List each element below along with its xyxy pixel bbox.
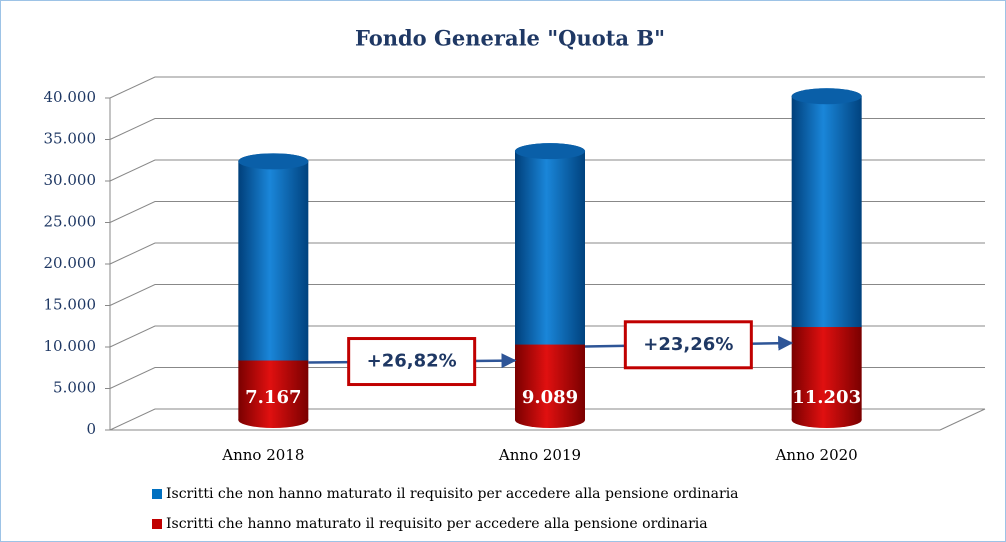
x-tick-label: Anno 2019	[498, 446, 581, 464]
data-label: 9.089	[522, 387, 578, 408]
cylinder-top	[515, 143, 585, 160]
grid-line	[109, 242, 985, 265]
grid-line	[109, 408, 985, 431]
annotation: +23,26%	[643, 334, 733, 355]
data-label: 11.203	[792, 387, 861, 408]
bar	[238, 161, 309, 361]
legend-label: Iscritti che hanno maturato il requisito…	[166, 516, 708, 532]
bar	[515, 344, 585, 420]
x-tick-label: Anno 2020	[775, 446, 858, 464]
grid-line	[109, 201, 985, 223]
y-tick-label: 0	[86, 420, 96, 438]
annotation-box	[623, 320, 753, 370]
grid-line	[109, 284, 985, 306]
data-label: 7.167	[245, 387, 301, 408]
chart-title: Fondo Generale "Quota B"	[355, 26, 665, 51]
y-tick-label: 10.000	[44, 337, 97, 355]
floor-edge	[939, 408, 986, 431]
x-tick-label: Anno 2018	[221, 446, 304, 464]
grid-line	[109, 159, 985, 182]
annotation-box	[347, 337, 477, 387]
y-tick-label: 30.000	[44, 171, 97, 189]
y-tick-label: 20.000	[44, 254, 97, 272]
y-tick-label: 15.000	[44, 296, 97, 314]
legend-swatch	[152, 519, 162, 529]
legend-label: Iscritti che non hanno maturato il requi…	[166, 486, 739, 502]
bar	[238, 360, 309, 420]
bar	[791, 327, 862, 420]
bar	[515, 151, 585, 345]
legend-swatch	[152, 489, 162, 499]
grid-line	[109, 118, 985, 140]
y-tick-label: 40.000	[44, 88, 97, 106]
grid-line	[109, 76, 985, 99]
bar	[791, 96, 862, 328]
y-tick-label: 5.000	[53, 379, 96, 397]
cylinder-top	[791, 88, 862, 105]
annotation: +26,82%	[367, 351, 457, 372]
y-tick-label: 35.000	[44, 130, 97, 148]
cylinder-top	[238, 153, 309, 170]
y-tick-label: 25.000	[44, 213, 97, 231]
